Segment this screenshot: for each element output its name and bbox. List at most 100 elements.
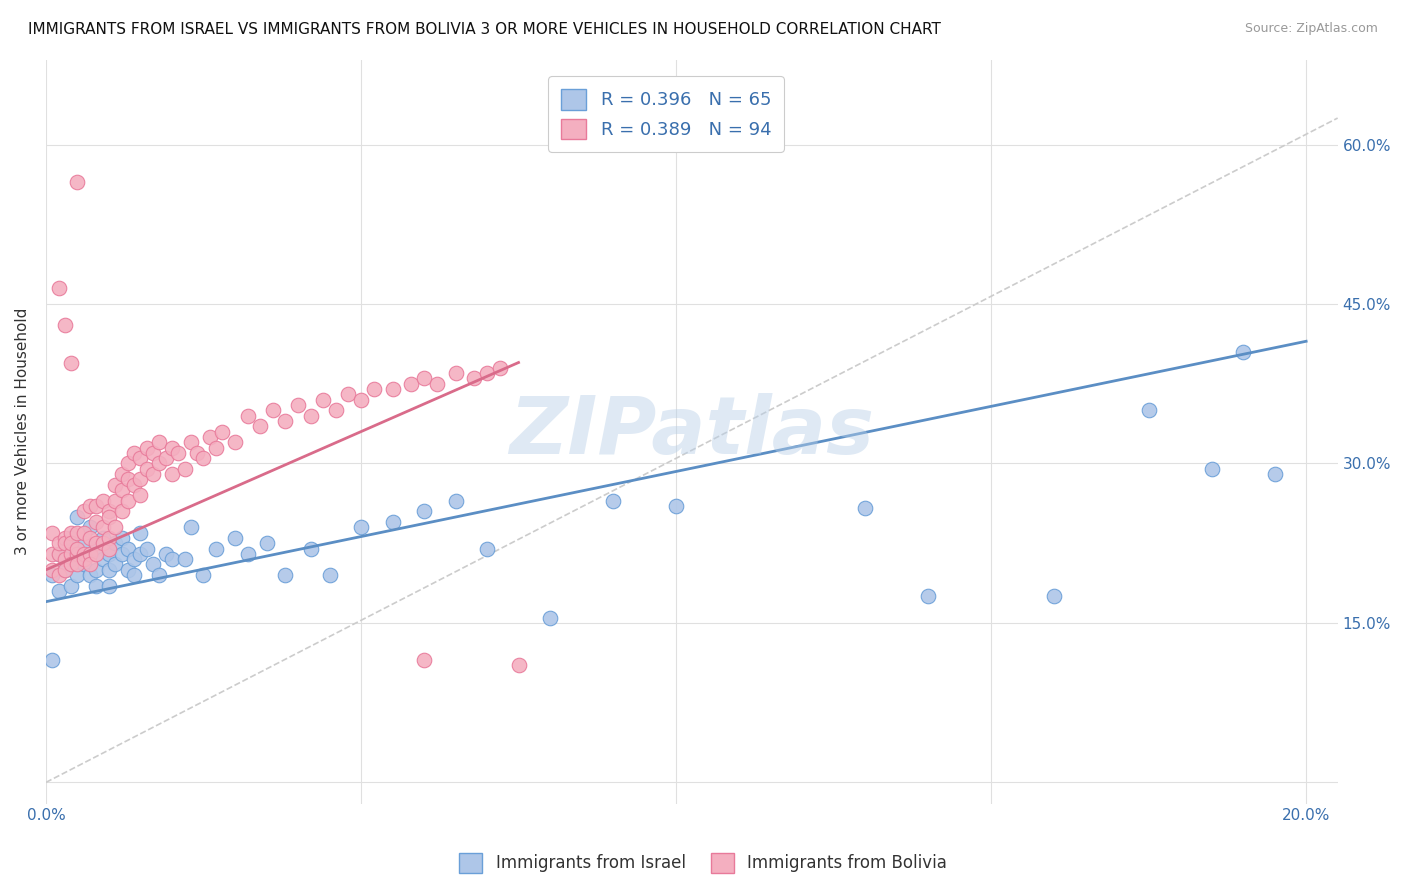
Point: [98, 563, 121, 577]
Point: [41, 525, 63, 540]
Point: [337, 387, 360, 401]
Point: [312, 392, 335, 407]
Point: [299, 541, 322, 556]
Point: [86, 515, 108, 529]
Point: [117, 493, 139, 508]
Point: [79, 547, 101, 561]
Point: [60, 579, 83, 593]
Point: [117, 457, 139, 471]
Point: [538, 610, 561, 624]
Point: [91, 520, 114, 534]
Point: [48, 568, 70, 582]
Point: [274, 414, 297, 428]
Point: [249, 419, 271, 434]
Point: [66, 558, 89, 572]
Point: [917, 590, 939, 604]
Point: [173, 552, 195, 566]
Point: [122, 568, 145, 582]
Text: IMMIGRANTS FROM ISRAEL VS IMMIGRANTS FROM BOLIVIA 3 OR MORE VEHICLES IN HOUSEHOL: IMMIGRANTS FROM ISRAEL VS IMMIGRANTS FRO…: [28, 22, 941, 37]
Point: [73, 536, 96, 550]
Point: [1137, 403, 1160, 417]
Point: [91, 536, 114, 550]
Point: [129, 488, 152, 502]
Point: [853, 501, 876, 516]
Point: [413, 653, 436, 667]
Point: [1232, 344, 1254, 359]
Point: [104, 520, 127, 534]
Point: [129, 525, 152, 540]
Point: [48, 584, 70, 599]
Point: [60, 536, 83, 550]
Point: [73, 558, 96, 572]
Point: [86, 563, 108, 577]
Point: [66, 509, 89, 524]
Point: [475, 366, 498, 380]
Point: [79, 547, 101, 561]
Point: [91, 552, 114, 566]
Point: [180, 435, 202, 450]
Point: [205, 541, 228, 556]
Point: [413, 504, 436, 518]
Point: [381, 515, 404, 529]
Y-axis label: 3 or more Vehicles in Household: 3 or more Vehicles in Household: [15, 308, 30, 556]
Point: [104, 558, 127, 572]
Point: [142, 558, 165, 572]
Point: [475, 541, 498, 556]
Point: [236, 547, 259, 561]
Point: [463, 371, 485, 385]
Point: [488, 360, 510, 375]
Point: [73, 504, 96, 518]
Point: [60, 558, 83, 572]
Point: [287, 398, 309, 412]
Point: [236, 409, 259, 423]
Point: [381, 382, 404, 396]
Point: [110, 467, 132, 482]
Point: [53, 563, 76, 577]
Point: [41, 568, 63, 582]
Point: [444, 493, 467, 508]
Point: [66, 175, 89, 189]
Point: [60, 531, 83, 545]
Point: [104, 536, 127, 550]
Point: [86, 579, 108, 593]
Point: [66, 525, 89, 540]
Point: [299, 409, 322, 423]
Point: [79, 558, 101, 572]
Point: [160, 467, 183, 482]
Point: [413, 371, 436, 385]
Point: [79, 520, 101, 534]
Point: [66, 541, 89, 556]
Point: [160, 441, 183, 455]
Point: [53, 541, 76, 556]
Point: [117, 472, 139, 486]
Point: [186, 446, 208, 460]
Point: [135, 441, 157, 455]
Point: [318, 568, 340, 582]
Point: [48, 281, 70, 295]
Point: [60, 355, 83, 369]
Point: [110, 547, 132, 561]
Point: [426, 376, 449, 391]
Point: [60, 525, 83, 540]
Point: [66, 568, 89, 582]
Point: [148, 435, 170, 450]
Point: [135, 541, 157, 556]
Point: [41, 563, 63, 577]
Point: [110, 504, 132, 518]
Point: [98, 531, 121, 545]
Point: [193, 451, 215, 466]
Point: [224, 435, 246, 450]
Point: [1264, 467, 1286, 482]
Point: [98, 541, 121, 556]
Point: [104, 477, 127, 491]
Point: [73, 552, 96, 566]
Point: [160, 552, 183, 566]
Point: [173, 462, 195, 476]
Point: [122, 446, 145, 460]
Text: ZIPatlas: ZIPatlas: [509, 392, 875, 471]
Point: [325, 403, 347, 417]
Text: Source: ZipAtlas.com: Source: ZipAtlas.com: [1244, 22, 1378, 36]
Point: [79, 499, 101, 513]
Point: [110, 531, 132, 545]
Point: [86, 536, 108, 550]
